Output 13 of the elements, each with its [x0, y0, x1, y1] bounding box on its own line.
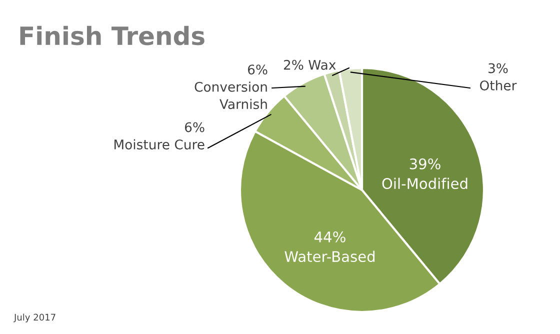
data-label: 6%: [184, 122, 204, 132]
slice-label: Oil-Modified: [382, 178, 468, 190]
data-label: 39%: [410, 158, 440, 170]
slice-label: 2% Wax: [284, 60, 336, 70]
slice-label: Moisture Cure: [114, 139, 204, 150]
data-label: 44%: [314, 231, 346, 242]
slice-label: Conversion Varnish: [194, 82, 267, 110]
text: July 2017: [14, 314, 56, 322]
data-label: 6%: [248, 64, 268, 75]
slice-label: Water-Based: [284, 250, 375, 262]
data-label: 3%: [488, 63, 508, 74]
slice-label: Other: [480, 80, 517, 90]
chart-title: Finish Trends: [20, 26, 204, 46]
